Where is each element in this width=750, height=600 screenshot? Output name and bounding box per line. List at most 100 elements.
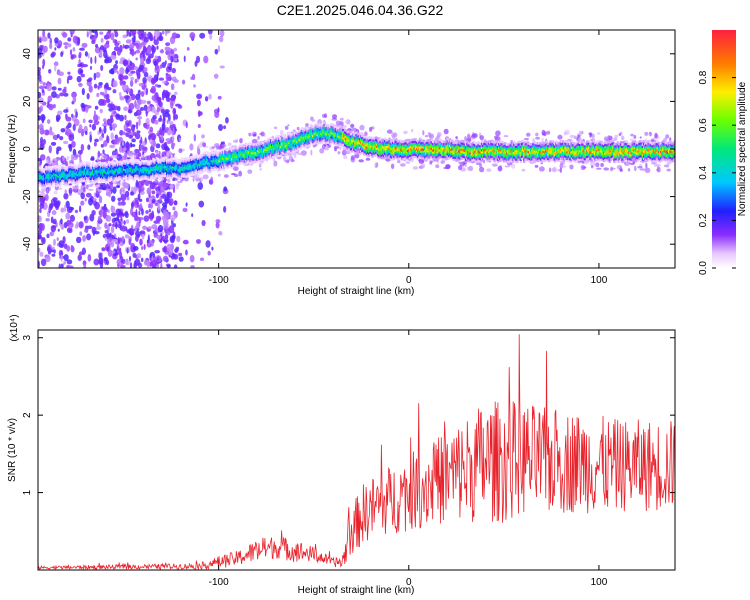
heatmap-cell [51,210,57,215]
heatmap-cell [83,161,87,165]
heatmap-cell [67,265,74,268]
heatmap-cell [350,155,355,161]
heatmap-cell [139,202,142,208]
heatmap-cell [131,48,135,57]
heatmap-cell [171,135,175,142]
heatmap-cell [38,233,42,240]
heatmap-cell [63,260,66,265]
heatmap-cell [107,249,113,257]
heatmap-cell [438,134,441,139]
heatmap-cell [277,134,281,138]
heatmap-cell [68,187,73,194]
heatmap-cell [169,184,174,190]
heatmap-cell [639,136,642,139]
heatmap-cell [150,77,157,84]
heatmap-cell [165,42,171,47]
heatmap-cell [165,79,169,87]
heatmap-cell [56,146,62,152]
heatmap-cell [137,193,141,200]
heatmap-cell [75,111,78,118]
heatmap-cell [124,211,129,219]
heatmap-cell [135,109,142,116]
heatmap-cell [87,184,93,188]
heatmap-cell [103,140,108,147]
heatmap-cell [78,221,84,229]
heatmap-cell [54,158,58,163]
heatmap-cell [41,89,45,93]
heatmap-cell [139,91,144,96]
heatmap-cell [293,153,297,159]
heatmap-cell [141,233,145,240]
heatmap-cell [168,66,172,70]
heatmap-cell [170,56,174,63]
heatmap-cell [350,123,355,128]
heatmap-cell [203,55,209,64]
heatmap-cell [323,121,326,125]
heatmap-cell [93,258,100,266]
heatmap-cell [337,151,341,155]
heatmap-cell [58,71,64,77]
heatmap-cell [162,255,169,262]
heatmap-cell [87,188,94,191]
heatmap-cell [122,59,129,67]
heatmap-cell [82,118,86,124]
heatmap-cell [146,187,152,195]
heatmap-cell [186,47,190,51]
heatmap-cell [72,35,78,44]
heatmap-cell [57,77,62,85]
heatmap-cell [134,40,140,44]
heatmap-cell [493,135,499,139]
heatmap-cell [89,65,93,70]
heatmap-cell [511,163,516,169]
heatmap-cell [148,212,155,220]
heatmap-cell [207,30,213,35]
heatmap-cell [111,250,116,254]
heatmap-cell [174,114,179,120]
heatmap-cell [165,30,171,34]
heatmap-cell [119,247,122,253]
heatmap-cell [63,254,69,262]
heatmap-cell [149,77,152,83]
heatmap-cell [548,167,552,173]
heatmap-cell [172,223,176,228]
heatmap-cell [197,123,201,128]
heatmap-cell [219,30,225,37]
heatmap-cell [648,133,651,136]
heatmap-cell [172,123,176,128]
heatmap-cell [54,164,57,168]
heatmap-cell [98,195,103,204]
heatmap-cell [459,161,465,167]
heatmap-cell [125,39,132,44]
heatmap-cell [118,146,123,153]
heatmap-cell [69,49,73,56]
heatmap-cell [161,122,166,131]
heatmap-cell [88,85,93,93]
heatmap-cell [151,95,157,101]
heatmap-cell [140,34,144,40]
heatmap-cell [118,92,121,96]
heatmap-cell [644,167,651,174]
heatmap-cell [119,67,125,75]
heatmap-cell [58,263,62,268]
heatmap-cell [39,251,44,257]
heatmap-cell [157,181,164,188]
heatmap-cell [541,137,545,142]
heatmap-cell [136,71,141,79]
heatmap-cell [666,168,671,172]
heatmap-cell [196,93,203,100]
heatmap-cell [126,196,130,201]
heatmap-cell [148,134,151,141]
heatmap-cell [94,46,101,54]
heatmap-cell [134,99,137,108]
heatmap-cell [72,148,77,156]
heatmap-cell [79,70,83,74]
heatmap-cell [217,95,222,100]
heatmap-cell [38,74,42,82]
heatmap-cell [123,147,127,151]
heatmap-cell [174,254,177,260]
heatmap-cell [147,55,151,62]
heatmap-cell [108,107,113,112]
heatmap-cell [46,233,50,239]
heatmap-cell [91,209,96,216]
heatmap-cell [63,204,67,213]
